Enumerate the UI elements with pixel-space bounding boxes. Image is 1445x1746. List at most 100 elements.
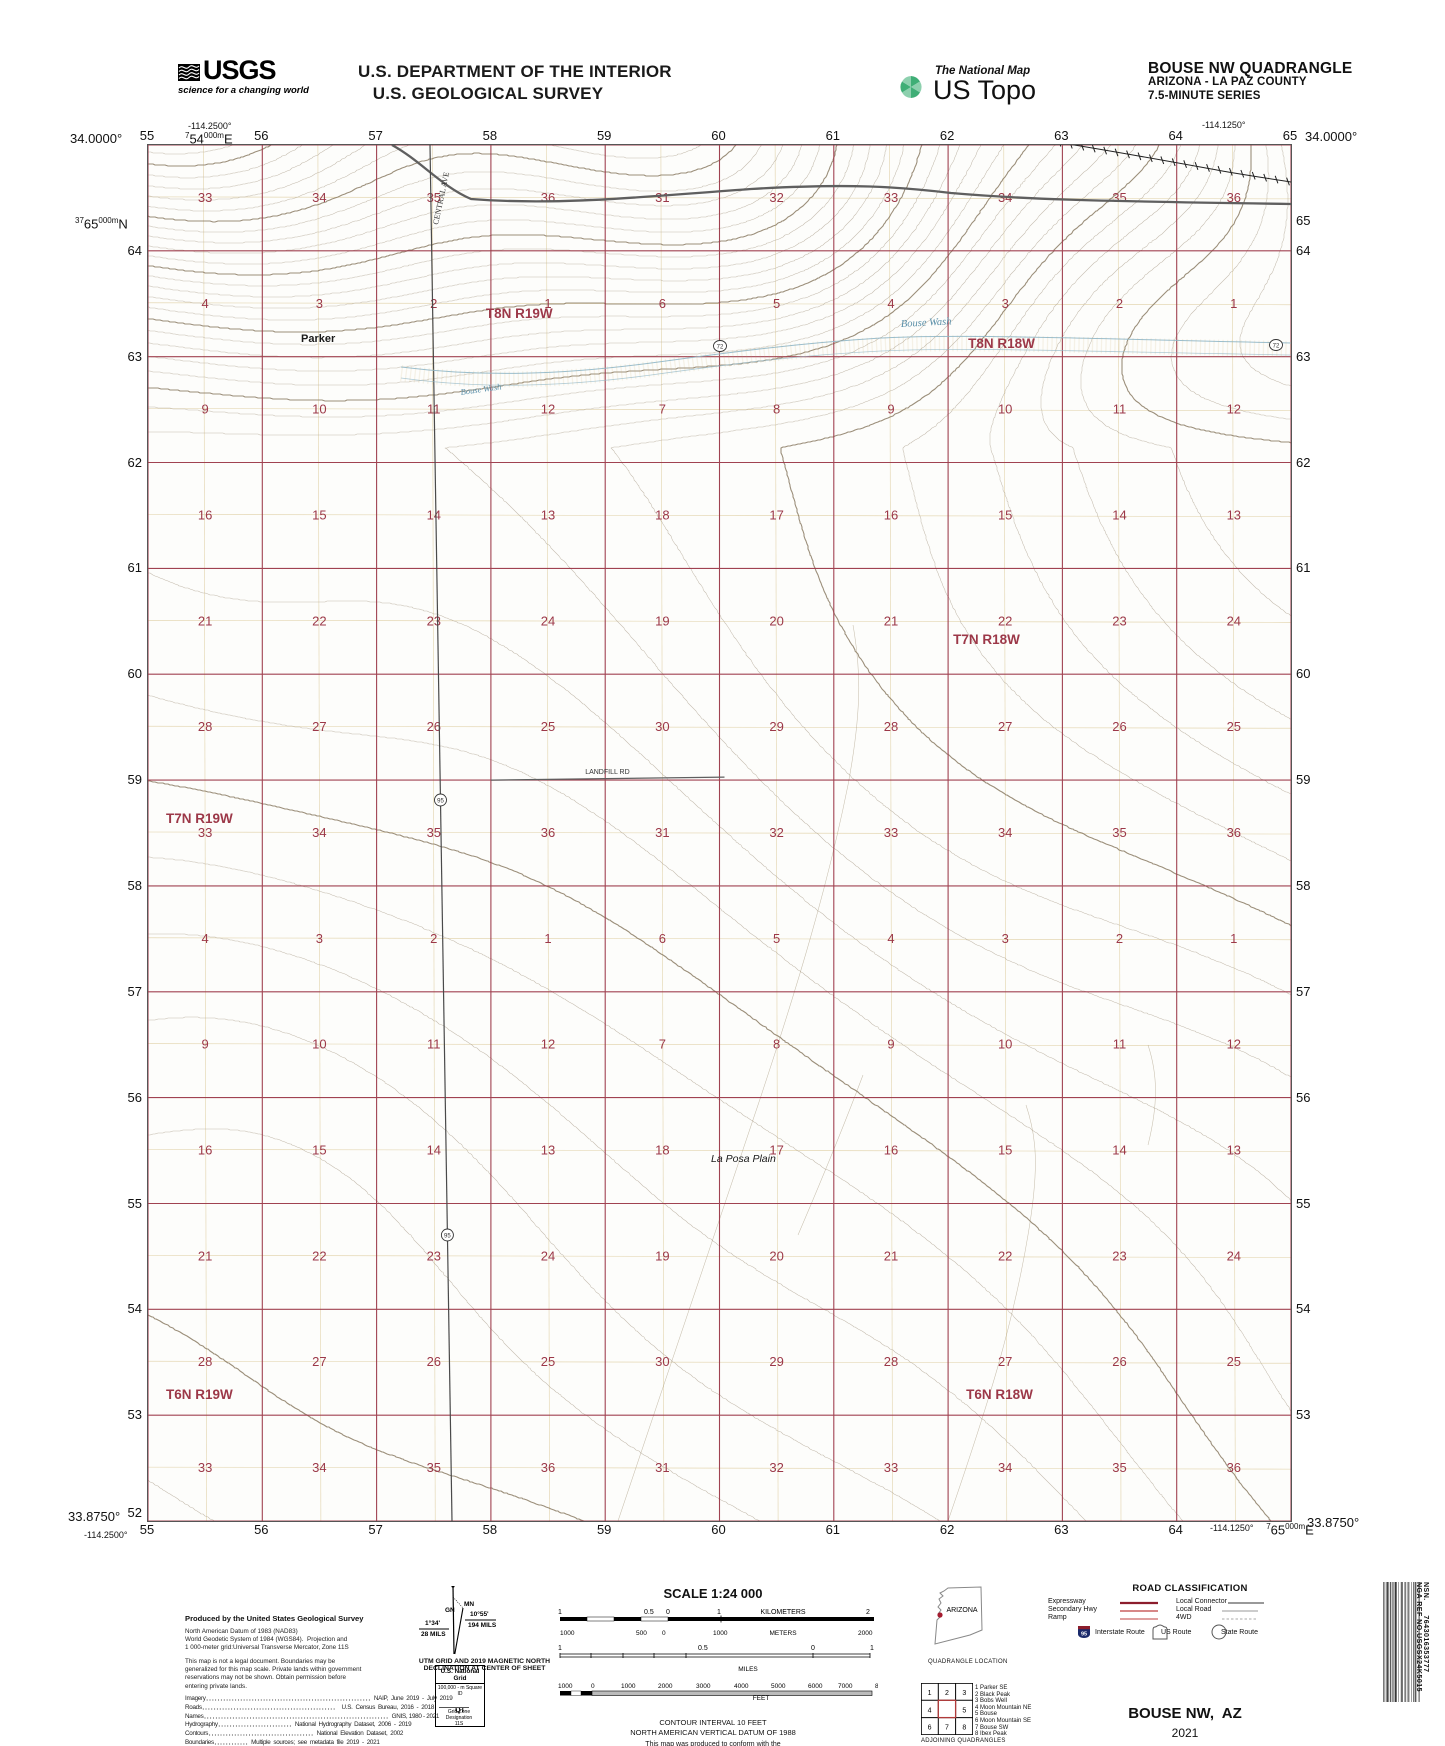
svg-text:5: 5 xyxy=(773,931,780,946)
svg-text:3: 3 xyxy=(1002,296,1009,311)
svg-text:28: 28 xyxy=(884,1354,898,1369)
svg-text:12: 12 xyxy=(1227,402,1241,417)
svg-text:35: 35 xyxy=(427,825,441,840)
svg-text:ARIZONA: ARIZONA xyxy=(946,1607,977,1614)
svg-text:10: 10 xyxy=(998,402,1012,417)
svg-text:5000: 5000 xyxy=(771,1683,786,1690)
svg-text:72: 72 xyxy=(1273,344,1280,350)
svg-text:33: 33 xyxy=(198,825,212,840)
svg-text:14: 14 xyxy=(1112,508,1126,523)
svg-text:16: 16 xyxy=(198,508,212,523)
svg-text:1: 1 xyxy=(1230,296,1237,311)
svg-text:La Posa Plain: La Posa Plain xyxy=(711,1153,776,1165)
svg-text:1000: 1000 xyxy=(560,1630,575,1637)
svg-text:1: 1 xyxy=(870,1645,874,1652)
svg-text:1: 1 xyxy=(717,1609,721,1616)
svg-text:8: 8 xyxy=(773,402,780,417)
svg-text:25: 25 xyxy=(1227,1354,1241,1369)
svg-text:36: 36 xyxy=(541,1460,555,1475)
svg-text:23: 23 xyxy=(427,613,441,628)
svg-text:9: 9 xyxy=(201,1037,208,1052)
svg-text:36: 36 xyxy=(1227,825,1241,840)
svg-text:29: 29 xyxy=(769,719,783,734)
svg-text:22: 22 xyxy=(312,1248,326,1263)
svg-text:10: 10 xyxy=(998,1037,1012,1052)
svg-text:33: 33 xyxy=(884,1460,898,1475)
svg-text:11: 11 xyxy=(1113,1037,1127,1052)
svg-text:T6N R19W: T6N R19W xyxy=(166,1387,233,1402)
svg-text:32: 32 xyxy=(769,190,783,205)
svg-text:3: 3 xyxy=(962,1690,966,1697)
svg-text:16: 16 xyxy=(884,1143,898,1158)
svg-text:0: 0 xyxy=(591,1683,595,1690)
svg-text:6: 6 xyxy=(928,1725,932,1732)
svg-text:2: 2 xyxy=(945,1690,949,1697)
svg-text:24: 24 xyxy=(541,1248,555,1263)
svg-text:32: 32 xyxy=(769,1460,783,1475)
svg-text:11: 11 xyxy=(1113,402,1127,417)
svg-text:2: 2 xyxy=(430,931,437,946)
svg-text:6000: 6000 xyxy=(808,1683,823,1690)
svg-text:science for a changing world: science for a changing world xyxy=(178,85,309,96)
svg-text:34: 34 xyxy=(312,1460,326,1475)
svg-text:33: 33 xyxy=(884,825,898,840)
svg-text:36: 36 xyxy=(541,190,555,205)
svg-text:16: 16 xyxy=(198,1143,212,1158)
svg-text:US Topo: US Topo xyxy=(933,75,1036,105)
svg-text:30: 30 xyxy=(655,1354,669,1369)
svg-text:14: 14 xyxy=(427,1143,441,1158)
svg-text:500: 500 xyxy=(636,1630,647,1637)
svg-text:24: 24 xyxy=(1227,1248,1241,1263)
svg-text:12: 12 xyxy=(541,1037,555,1052)
svg-text:0.5: 0.5 xyxy=(644,1609,654,1616)
svg-text:14: 14 xyxy=(427,508,441,523)
svg-text:34: 34 xyxy=(998,825,1012,840)
svg-text:9: 9 xyxy=(887,1037,894,1052)
svg-text:7: 7 xyxy=(945,1725,949,1732)
svg-text:3: 3 xyxy=(316,931,323,946)
svg-text:2000: 2000 xyxy=(858,1630,873,1637)
svg-text:27: 27 xyxy=(312,719,326,734)
svg-text:194 MILS: 194 MILS xyxy=(468,1622,497,1629)
svg-text:0: 0 xyxy=(811,1645,815,1652)
svg-text:12: 12 xyxy=(541,402,555,417)
svg-text:1: 1 xyxy=(558,1645,562,1652)
svg-text:0: 0 xyxy=(666,1609,670,1616)
svg-text:95: 95 xyxy=(437,799,444,805)
svg-text:3000: 3000 xyxy=(696,1683,711,1690)
svg-text:5: 5 xyxy=(962,1707,966,1714)
svg-text:15: 15 xyxy=(312,1143,326,1158)
svg-text:18: 18 xyxy=(655,1143,669,1158)
svg-text:0.5: 0.5 xyxy=(698,1645,708,1652)
svg-text:GN: GN xyxy=(445,1607,455,1614)
svg-text:30: 30 xyxy=(655,719,669,734)
svg-text:2: 2 xyxy=(430,296,437,311)
svg-text:1000: 1000 xyxy=(558,1683,573,1690)
svg-text:2: 2 xyxy=(866,1609,870,1616)
svg-text:27: 27 xyxy=(312,1354,326,1369)
svg-text:9: 9 xyxy=(201,402,208,417)
svg-text:8: 8 xyxy=(773,1037,780,1052)
svg-text:13: 13 xyxy=(1227,508,1241,523)
svg-text:10: 10 xyxy=(312,1037,326,1052)
svg-text:31: 31 xyxy=(655,190,669,205)
svg-text:FEET: FEET xyxy=(753,1695,770,1702)
svg-text:28: 28 xyxy=(198,1354,212,1369)
svg-text:8: 8 xyxy=(962,1725,966,1732)
svg-text:22: 22 xyxy=(998,1248,1012,1263)
svg-text:21: 21 xyxy=(884,1248,898,1263)
svg-text:25: 25 xyxy=(1227,719,1241,734)
svg-text:T7N R18W: T7N R18W xyxy=(953,632,1020,647)
svg-text:26: 26 xyxy=(1112,1354,1126,1369)
svg-text:13: 13 xyxy=(541,1143,555,1158)
svg-text:27: 27 xyxy=(998,719,1012,734)
svg-text:27: 27 xyxy=(998,1354,1012,1369)
svg-text:Parker: Parker xyxy=(301,333,336,345)
svg-text:T8N R19W: T8N R19W xyxy=(486,306,553,321)
svg-text:4: 4 xyxy=(887,931,894,946)
svg-text:13: 13 xyxy=(1227,1143,1241,1158)
svg-text:7: 7 xyxy=(659,402,666,417)
svg-text:5: 5 xyxy=(773,296,780,311)
svg-text:95: 95 xyxy=(1081,1632,1087,1638)
svg-text:35: 35 xyxy=(427,1460,441,1475)
